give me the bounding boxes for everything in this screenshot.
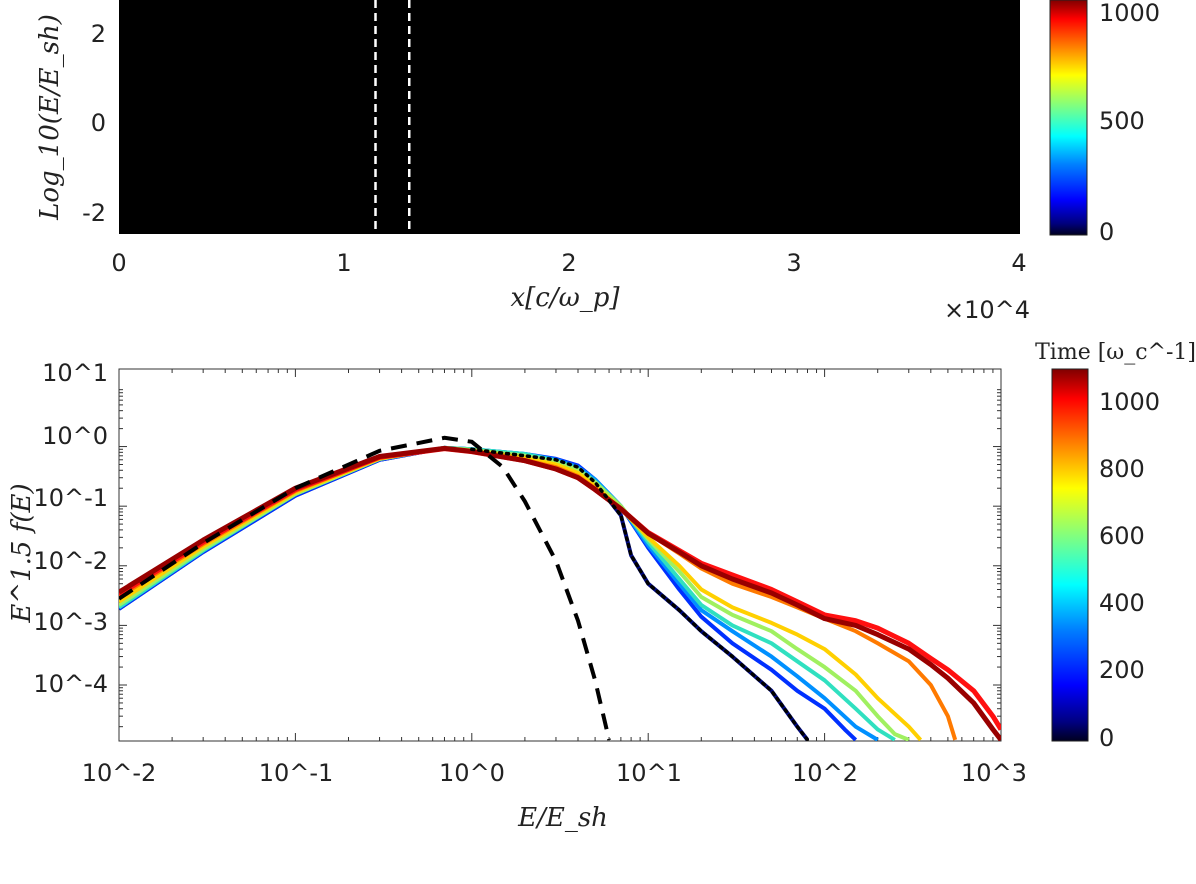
bottom-plot-area (118, 368, 1002, 742)
top-x-label: x[c/ω_p] (510, 283, 620, 313)
bottom-cbar-tick-2: 600 (1099, 522, 1145, 550)
top-x-tick-0: 0 (111, 249, 126, 277)
bottom-panel: 10^1 10^0 10^-1 10^-2 10^-3 10^-4 10^-2 … (7, 340, 1196, 833)
bottom-cbar-tick-3: 400 (1099, 589, 1145, 617)
bottom-y-label: E^1.5 f(E) (7, 483, 37, 623)
bottom-x-label: E/E_sh (517, 803, 608, 833)
bottom-x-tick-0: 10^-2 (82, 759, 157, 787)
bottom-cbar-tick-0: 1000 (1099, 388, 1160, 416)
top-x-tick-1: 1 (336, 249, 351, 277)
top-plot-area (119, 0, 1020, 234)
bottom-y-tick-1: 10^0 (42, 422, 108, 450)
series-line-8 (119, 445, 1001, 741)
top-y-label: Log_10(E/E_sh) (35, 14, 65, 221)
top-cbar-tick-2: 0 (1099, 218, 1114, 246)
bottom-x-tick-3: 10^1 (616, 759, 682, 787)
top-cbar-tick-1: 500 (1099, 107, 1145, 135)
top-cbar-tick-0: 1000 (1099, 0, 1160, 27)
top-y-tick-1: 0 (91, 109, 106, 137)
bottom-y-tick-3: 10^-2 (33, 547, 108, 575)
top-y-tick-0: 2 (91, 20, 106, 48)
bottom-x-tick-4: 10^2 (792, 759, 858, 787)
top-x-tick-3: 3 (786, 249, 801, 277)
bottom-cbar-tick-1: 800 (1099, 455, 1145, 483)
bottom-y-tick-0: 10^1 (42, 359, 108, 387)
bottom-cbar-tick-5: 0 (1099, 724, 1114, 752)
top-panel: 2 0 -2 0 1 2 3 4 x[c/ω_p] ×10^4 Log_10(E… (35, 0, 1160, 324)
spectrum-series (119, 445, 1001, 741)
top-colorbar (1049, 0, 1088, 236)
top-x-tick-4: 4 (1011, 249, 1026, 277)
bottom-y-tick-2: 10^-1 (33, 484, 108, 512)
top-x-tick-2: 2 (561, 249, 576, 277)
bottom-colorbar (1051, 368, 1089, 742)
bottom-x-tick-1: 10^-1 (259, 759, 334, 787)
reference-curve-dotted (470, 447, 810, 741)
bottom-y-tick-5: 10^-4 (33, 670, 108, 698)
minor-ticks (118, 369, 1001, 741)
bottom-x-tick-2: 10^0 (439, 759, 505, 787)
bottom-x-tick-5: 10^3 (961, 759, 1027, 787)
top-y-tick-2: -2 (82, 199, 106, 227)
bottom-cbar-tick-4: 200 (1099, 656, 1145, 684)
bottom-cbar-title: Time [ω_c^-1] (1035, 340, 1196, 365)
bottom-y-tick-4: 10^-3 (33, 608, 108, 636)
reference-curve-dashed (119, 435, 612, 741)
top-x-multiplier: ×10^4 (944, 296, 1030, 324)
